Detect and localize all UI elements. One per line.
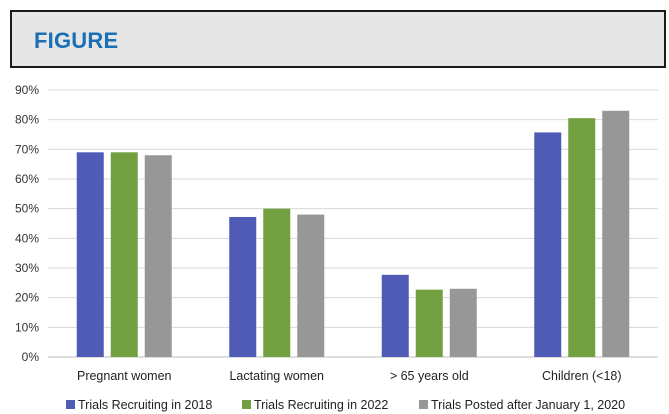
legend-label: Trials Recruiting in 2018	[78, 398, 212, 412]
y-tick-label: 50%	[15, 202, 39, 216]
bar	[449, 288, 477, 357]
legend-label: Trials Recruiting in 2022	[254, 398, 388, 412]
gridlines	[48, 89, 658, 358]
figure-header-band: FIGURE	[10, 10, 666, 68]
figure-title: FIGURE	[34, 28, 119, 53]
bar	[568, 118, 596, 357]
bar	[297, 214, 325, 357]
y-tick-label: 10%	[15, 320, 39, 334]
bar	[381, 274, 409, 357]
y-tick-label: 40%	[15, 231, 39, 245]
y-tick-label: 70%	[15, 142, 39, 156]
y-tick-label: 80%	[15, 113, 39, 127]
legend-swatch	[242, 400, 251, 409]
bar	[110, 152, 138, 357]
legend-swatch	[419, 400, 428, 409]
x-category-label: Children (<18)	[542, 369, 622, 383]
bar	[415, 289, 443, 357]
y-tick-label: 0%	[22, 350, 40, 364]
x-category-label: Pregnant women	[77, 369, 172, 383]
x-axis-categories: Pregnant women Lactating women > 65 years …	[77, 369, 622, 383]
x-category-label: > 65 years old	[390, 369, 469, 383]
legend: Trials Recruiting in 2018 Trials Recruiti…	[66, 398, 625, 412]
bars	[76, 110, 630, 358]
y-axis-ticks: 0% 10% 20% 30% 40% 50% 60% 70% 80% 90%	[15, 83, 39, 364]
x-category-label: Lactating women	[229, 369, 324, 383]
legend-label: Trials Posted after January 1, 2020	[431, 398, 625, 412]
bar	[263, 208, 291, 357]
y-tick-label: 60%	[15, 172, 39, 186]
bar	[76, 152, 104, 357]
bar	[144, 155, 172, 357]
bar	[229, 216, 257, 357]
y-tick-label: 90%	[15, 83, 39, 97]
y-tick-label: 20%	[15, 291, 39, 305]
y-tick-label: 30%	[15, 261, 39, 275]
legend-swatch	[66, 400, 75, 409]
bar	[534, 132, 562, 357]
bar	[602, 110, 630, 358]
